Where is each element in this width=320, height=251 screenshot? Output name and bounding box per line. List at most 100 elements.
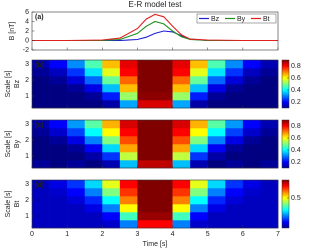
heat-cell (172, 144, 191, 153)
y-tick-label: 2 (25, 28, 29, 35)
heat-cell (260, 204, 279, 213)
heat-cell (49, 76, 68, 85)
heat-cell (49, 160, 68, 169)
heat-cell (137, 76, 156, 85)
axes-frame (31, 59, 279, 109)
y-tick-label: 1 (25, 153, 29, 160)
colorbar-tick-label: 0.4 (291, 87, 301, 94)
heat-cell (102, 196, 121, 205)
heat-cell (49, 100, 68, 109)
heat-cell (242, 144, 261, 153)
heat-cell (84, 68, 103, 77)
heat-cell (137, 204, 156, 213)
heat-cell (172, 188, 191, 197)
y-tick-label: 1 (25, 93, 29, 100)
y-sublabel: By (14, 139, 21, 148)
heat-cell (260, 220, 279, 229)
heat-cell (172, 128, 191, 137)
heat-cell (67, 76, 86, 85)
heat-cell (67, 144, 86, 153)
colorbar-tick-label: 0.2 (291, 159, 301, 166)
heat-cell (32, 92, 50, 101)
heat-cell (155, 84, 173, 93)
heat-cell (225, 84, 244, 93)
heat-cell (242, 160, 261, 169)
heat-cell (172, 180, 191, 189)
heat-cell (260, 60, 279, 69)
heat-cell (84, 120, 103, 129)
heat-cell (32, 152, 50, 161)
heat-cell (84, 84, 103, 93)
heat-cell (119, 180, 138, 189)
heat-cell (119, 144, 138, 153)
heat-cell (119, 68, 138, 77)
heat-cell (137, 180, 156, 189)
heat-cell (84, 188, 103, 197)
heat-cell (172, 152, 191, 161)
heat-cell (225, 128, 244, 137)
heat-cell (207, 180, 226, 189)
heat-cell (225, 136, 244, 145)
heat-cell (67, 136, 86, 145)
heat-cell (242, 84, 261, 93)
heat-cell (155, 120, 173, 129)
x-tick-label: 2 (100, 231, 104, 238)
heat-cell (260, 68, 279, 77)
y-sublabel: Bz (14, 79, 21, 88)
y-tick-label: 6 (25, 9, 29, 16)
heat-cell (172, 76, 191, 85)
heat-cell (155, 60, 173, 69)
heat-cell (225, 160, 244, 169)
heat-cell (155, 180, 173, 189)
heat-cell (172, 100, 191, 109)
y-tick-label: 3 (25, 61, 29, 68)
heat-cell (49, 220, 68, 229)
heat-cell (207, 136, 226, 145)
heat-cell (137, 68, 156, 77)
heat-cell (172, 84, 191, 93)
heat-cell (225, 92, 244, 101)
heat-cell (119, 84, 138, 93)
heat-cell (102, 84, 121, 93)
heat-cell (32, 196, 50, 205)
heat-cell (207, 68, 226, 77)
heat-cell (119, 60, 138, 69)
heat-cell (207, 196, 226, 205)
y-tick-label: 4 (25, 18, 29, 25)
heat-cell (119, 160, 138, 169)
heat-cell (32, 144, 50, 153)
heat-cell (260, 84, 279, 93)
data-line (32, 30, 278, 42)
y-sublabel: Bt (14, 201, 21, 208)
heat-cell (102, 212, 121, 221)
heat-cell (32, 136, 50, 145)
heat-cell (84, 144, 103, 153)
heat-cell (102, 136, 121, 145)
heat-cell (225, 152, 244, 161)
heat-cell (102, 144, 121, 153)
y-tick-label: 2 (25, 77, 29, 84)
heat-cell (102, 188, 121, 197)
heat-cell (137, 136, 156, 145)
y-axis-label: B [nT] (9, 22, 16, 41)
heat-cell (172, 68, 191, 77)
heat-cell (260, 152, 279, 161)
heat-cell (207, 60, 226, 69)
colorbar (281, 59, 290, 109)
heat-cell (67, 212, 86, 221)
heat-cell (119, 92, 138, 101)
heat-cell (155, 220, 173, 229)
heat-cell (172, 204, 191, 213)
heat-cell (242, 196, 261, 205)
legend-label: By (237, 16, 246, 23)
heat-cell (155, 76, 173, 85)
heat-cell (49, 92, 68, 101)
colorbar-tick-label: 0.6 (291, 75, 301, 82)
heat-cell (242, 220, 261, 229)
heat-cell (190, 92, 209, 101)
x-tick-label: 7 (276, 231, 280, 238)
heat-cell (119, 152, 138, 161)
data-line (32, 13, 278, 42)
y-tick-label: 2 (25, 137, 29, 144)
heat-cell (155, 204, 173, 213)
